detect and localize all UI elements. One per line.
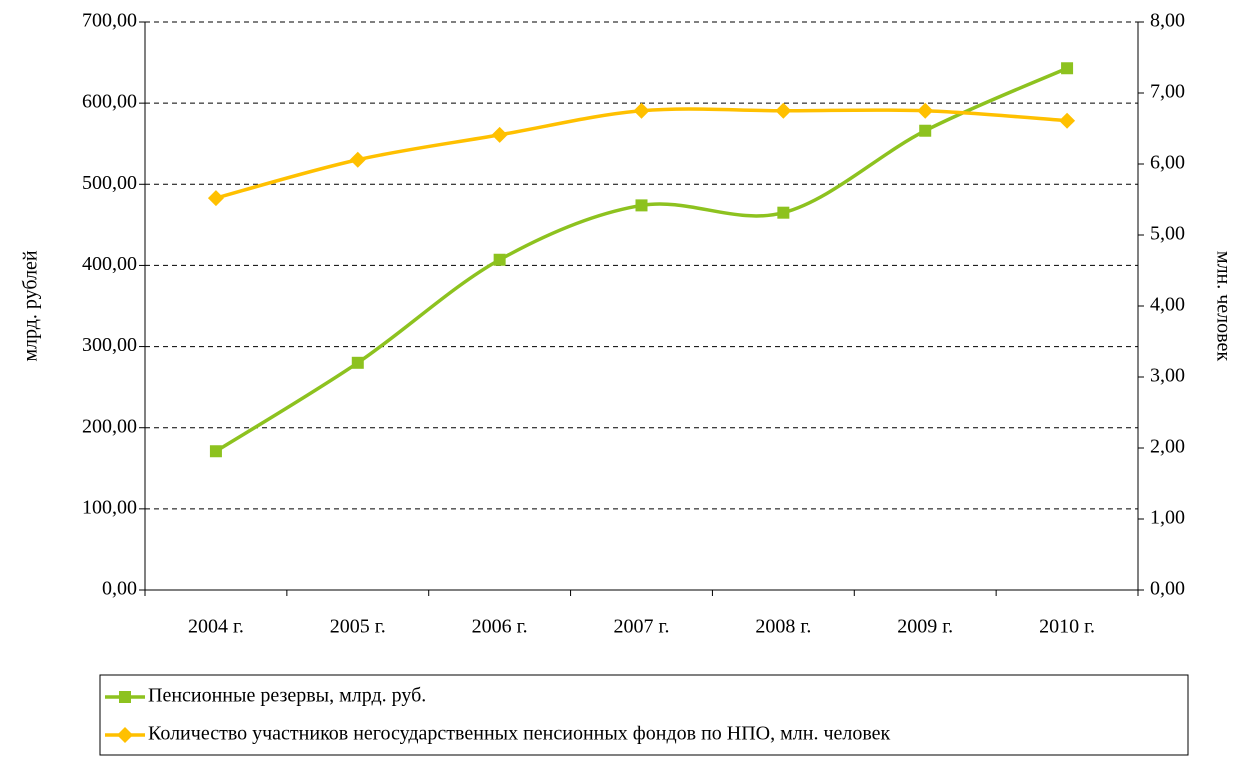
x-tick-label: 2009 г. xyxy=(897,616,953,638)
legend-label: Количество участников негосударственных … xyxy=(148,723,891,745)
x-tick-label: 2005 г. xyxy=(330,616,386,638)
legend-label: Пенсионные резервы, млрд. руб. xyxy=(148,685,426,707)
y-tick-label: 700,00 xyxy=(82,10,137,32)
y2-tick-label: 2,00 xyxy=(1150,436,1185,458)
marker xyxy=(209,445,222,458)
y2-tick-label: 5,00 xyxy=(1150,223,1185,245)
x-tick-label: 2004 г. xyxy=(188,616,244,638)
marker xyxy=(777,206,790,219)
y-tick-label: 0,00 xyxy=(102,578,137,600)
marker xyxy=(917,102,934,119)
y2-tick-label: 8,00 xyxy=(1150,10,1185,32)
y-tick-label: 300,00 xyxy=(82,334,137,356)
legend-box xyxy=(99,674,1189,756)
x-tick-label: 2006 г. xyxy=(472,616,528,638)
y-tick-label: 600,00 xyxy=(82,91,137,113)
marker xyxy=(775,102,792,119)
marker xyxy=(919,124,932,137)
legend-marker xyxy=(117,727,133,743)
x-tick-label: 2010 г. xyxy=(1039,616,1095,638)
y2-tick-label: 1,00 xyxy=(1150,507,1185,529)
marker xyxy=(351,356,364,369)
y2-tick-label: 3,00 xyxy=(1150,365,1185,387)
marker xyxy=(207,190,224,207)
series-line xyxy=(215,66,1068,453)
y-axis-label: млрд. рублей xyxy=(20,250,42,362)
y2-tick-label: 6,00 xyxy=(1150,152,1185,174)
legend-marker xyxy=(119,691,131,703)
marker xyxy=(635,199,648,212)
x-tick-label: 2007 г. xyxy=(614,616,670,638)
y-tick-label: 200,00 xyxy=(82,415,137,437)
y2-tick-label: 4,00 xyxy=(1150,294,1185,316)
y-tick-label: 400,00 xyxy=(82,253,137,275)
marker xyxy=(349,151,366,168)
marker xyxy=(633,102,650,119)
y2-tick-label: 7,00 xyxy=(1150,81,1185,103)
marker xyxy=(1059,112,1076,129)
y-tick-label: 100,00 xyxy=(82,496,137,518)
y2-axis-label: млн. человек xyxy=(1212,251,1234,361)
y2-tick-label: 0,00 xyxy=(1150,578,1185,600)
y-tick-label: 500,00 xyxy=(82,172,137,194)
marker xyxy=(493,253,506,266)
marker xyxy=(1061,62,1074,75)
x-tick-label: 2008 г. xyxy=(755,616,811,638)
marker xyxy=(491,126,508,143)
